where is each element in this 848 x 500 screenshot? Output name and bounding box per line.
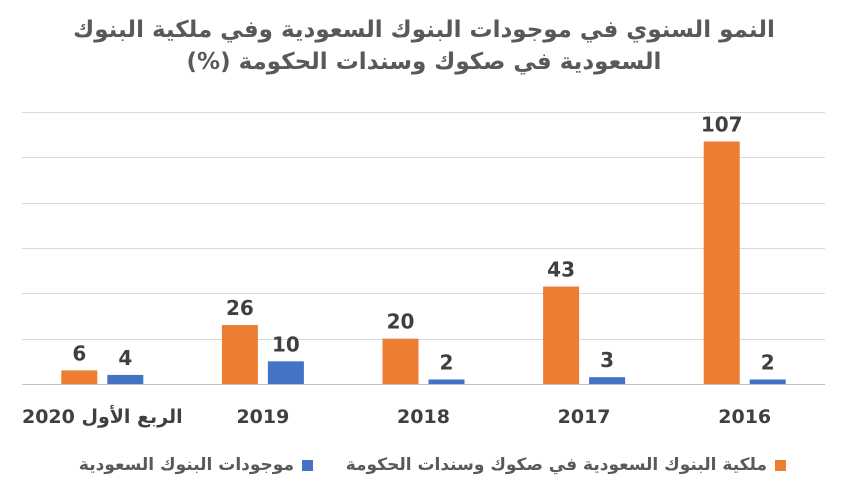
bar-sukuk-1: [221, 325, 258, 384]
legend-label: ملكية البنوك السعودية في صكوك وسندات الح…: [345, 455, 767, 475]
bar-sukuk-3: [543, 286, 580, 384]
data-label: 2: [761, 350, 775, 374]
data-label: 4: [118, 346, 132, 370]
x-tick-label: 2016: [718, 406, 771, 428]
bar-assets-3: [589, 377, 626, 384]
data-label: 10: [272, 332, 300, 356]
legend-label: موجودات البنوك السعودية: [78, 455, 294, 475]
x-tick-label: 2018: [397, 406, 450, 428]
chart-legend: ملكية البنوك السعودية في صكوك وسندات الح…: [0, 450, 848, 480]
x-tick-label: الربع الأول 2020: [22, 405, 183, 428]
data-label: 107: [701, 112, 743, 136]
bar-assets-2: [428, 379, 465, 384]
bar-sukuk-0: [61, 370, 98, 384]
chart-title: النمو السنوي في موجودات البنوك السعودية …: [60, 14, 788, 78]
legend-swatch-blue: [302, 459, 313, 471]
legend-item-bank-assets: موجودات البنوك السعودية: [79, 450, 313, 480]
legend-item-government-sukuk-bonds: ملكية البنوك السعودية في صكوك وسندات الح…: [346, 450, 786, 480]
chart-title-line-1: النمو السنوي في موجودات البنوك السعودية …: [73, 17, 775, 43]
x-tick-label: 2019: [236, 406, 289, 428]
data-label: 26: [226, 296, 254, 320]
data-label: 3: [600, 348, 614, 372]
data-label: 6: [72, 341, 86, 365]
bar-assets-1: [267, 361, 304, 384]
bar-assets-4: [749, 379, 786, 384]
bar-sukuk-4: [703, 141, 740, 384]
bar-sukuk-2: [382, 338, 419, 384]
chart-title-line-2: السعودية في صكوك وسندات الحكومة (%): [186, 49, 662, 75]
data-label: 43: [547, 258, 575, 282]
legend-swatch-orange: [775, 459, 786, 471]
x-tick-label: 2017: [558, 406, 611, 428]
bar-assets-0: [107, 374, 144, 384]
data-label: 2: [440, 350, 454, 374]
data-label: 20: [387, 310, 415, 334]
bar-chart: 6 4 الربع الأول 2020 26 10 2019 20 2 2018 43 3 2017…: [22, 112, 825, 428]
